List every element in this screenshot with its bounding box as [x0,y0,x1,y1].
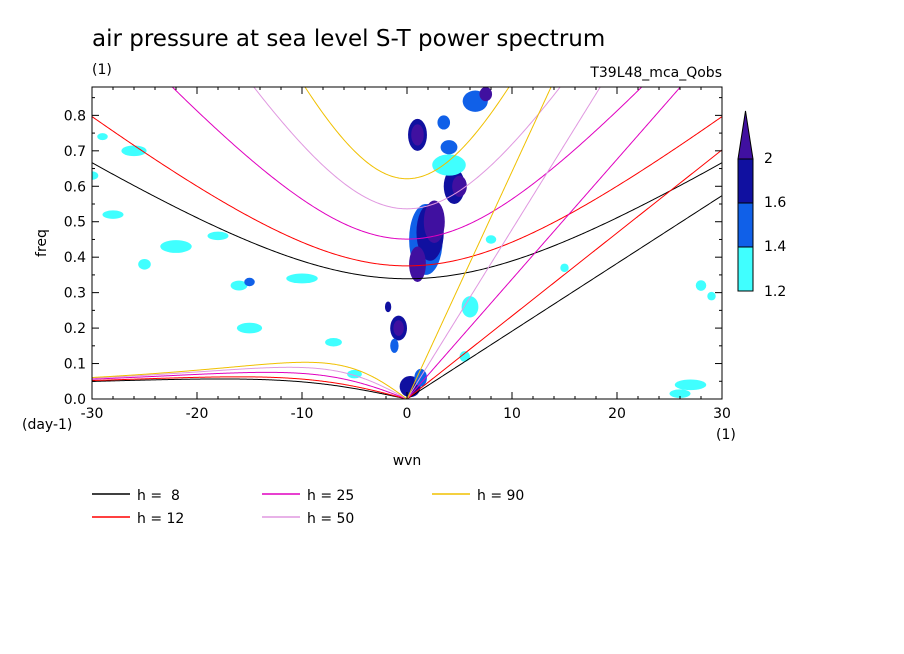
colorbar-label: 1.6 [764,195,786,211]
x-tick-label: -10 [291,406,314,422]
chart-subtitle-left: (1) [92,62,112,78]
shaded-region [207,231,229,241]
colorbar-label: 1.4 [764,239,786,255]
y-axis-label: freq [34,229,50,257]
colorbar-box [737,246,754,292]
inertia-gravity-curve [304,87,510,180]
y-tick-label: 0.6 [64,179,86,195]
y-tick-label: 0.4 [64,250,86,266]
shaded-region [393,320,404,336]
chart-title: air pressure at sea level S-T power spec… [92,26,605,52]
x-tick-label: 0 [403,406,412,422]
kelvin-curve [406,87,552,399]
shaded-region [97,133,108,141]
power-shading [92,87,716,398]
shaded-region [695,280,707,291]
legend: h = 8 h = 12 h = 25 h = 50 h = 90 [92,488,524,527]
rossby-curve [92,378,408,399]
y-tick-label: 0.0 [64,392,86,408]
shaded-region [707,291,716,301]
shaded-region [384,301,392,313]
shaded-region [452,175,467,197]
shaded-region [286,273,318,284]
y-tick-label: 0.2 [64,321,86,337]
y-tick-label: 0.5 [64,215,86,231]
kelvin-curve [406,149,722,399]
colorbar: 1.2 1.4 1.6 2 [737,110,786,300]
legend-label: h = 90 [477,488,524,504]
dispersion-curves [92,87,722,399]
shaded-region [479,87,493,102]
legend-label: h = 25 [307,488,354,504]
y-axis-ticks: 0.0 0.1 0.2 0.3 0.4 0.5 0.6 0.7 0.8 [64,97,722,408]
shaded-region [138,258,151,270]
shaded-region [230,280,248,291]
rossby-curve [92,376,408,399]
shaded-region [674,379,707,391]
inertia-gravity-curve [92,116,722,267]
colorbar-label: 2 [764,151,773,167]
y-tick-label: 0.7 [64,144,86,160]
x-tick-label: 30 [713,406,731,422]
y-tick-label: 0.8 [64,108,86,124]
colorbar-box [737,202,754,248]
shaded-region [236,322,263,334]
inertia-gravity-curve [253,87,561,210]
y-tick-label: 0.3 [64,286,86,302]
y-unit-label: (day-1) [22,417,72,433]
x-tick-label: 20 [608,406,626,422]
shaded-region [390,338,399,353]
x-tick-label: 10 [503,406,521,422]
shaded-region [102,210,124,219]
shaded-region [437,115,451,130]
shaded-region [461,296,479,318]
shaded-region [160,240,192,253]
inertia-gravity-curve [92,162,722,280]
y-tick-label: 0.1 [64,357,86,373]
shaded-region [409,246,426,282]
rossby-curve [92,361,408,399]
shaded-region [440,140,458,155]
shaded-region [92,171,99,180]
shaded-region [121,145,147,157]
colorbar-box [737,158,754,204]
x-axis-label: wvn [393,453,422,469]
colorbar-label: 1.2 [764,284,786,300]
legend-label: h = 12 [137,511,184,527]
x-tick-label: -30 [81,406,104,422]
legend-label: h = 8 [137,488,180,504]
kelvin-curve [406,87,682,399]
shaded-region [560,263,569,273]
rossby-curve [92,371,408,399]
rossby-curve [92,366,408,399]
shaded-region [411,124,424,146]
chart-subtitle-right: T39L48_mca_Qobs [589,65,722,81]
shaded-region [325,338,342,347]
colorbar-triangle [737,110,754,160]
kelvin-curve [406,87,601,399]
shaded-region [423,200,445,244]
x-tick-label: -20 [186,406,209,422]
legend-label: h = 50 [307,511,354,527]
shaded-region [669,389,691,398]
shaded-region [244,277,255,287]
inertia-gravity-curve [171,87,643,240]
kelvin-curve [406,195,722,399]
shaded-region [485,235,497,244]
x-unit-label: (1) [716,427,736,443]
shaded-region [459,351,470,362]
shaded-region [432,154,466,176]
